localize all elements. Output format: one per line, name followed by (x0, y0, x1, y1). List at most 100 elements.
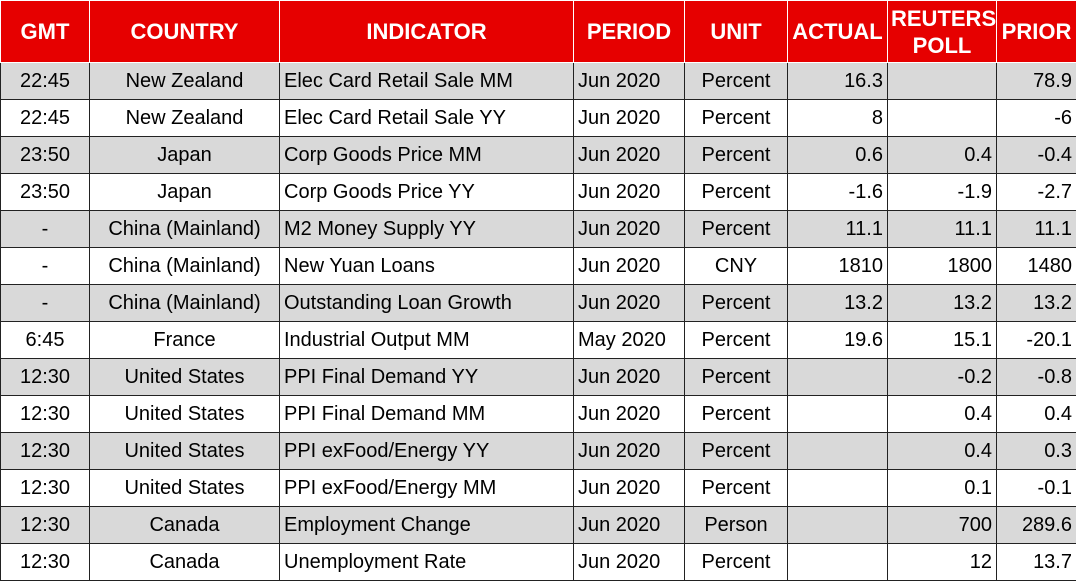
indicator-cell: Employment Change (280, 507, 574, 544)
poll-cell: -1.9 (888, 174, 997, 211)
actual-cell: -1.6 (788, 174, 888, 211)
poll-cell (888, 63, 997, 100)
period-cell: Jun 2020 (574, 433, 685, 470)
prior-cell: 78.9 (997, 63, 1076, 100)
gmt-cell: 6:45 (1, 322, 90, 359)
gmt-cell: - (1, 248, 90, 285)
unit-cell: Percent (685, 137, 788, 174)
indicator-cell: Industrial Output MM (280, 322, 574, 359)
indicator-cell: PPI Final Demand YY (280, 359, 574, 396)
indicator-cell: M2 Money Supply YY (280, 211, 574, 248)
indicator-cell: Outstanding Loan Growth (280, 285, 574, 322)
poll-cell (888, 100, 997, 137)
gmt-cell: 23:50 (1, 174, 90, 211)
country-cell: China (Mainland) (90, 285, 280, 322)
country-cell: China (Mainland) (90, 248, 280, 285)
country-cell: New Zealand (90, 63, 280, 100)
prior-cell: -2.7 (997, 174, 1076, 211)
actual-cell (788, 544, 888, 581)
country-cell: United States (90, 433, 280, 470)
unit-cell: Percent (685, 396, 788, 433)
gmt-cell: 12:30 (1, 470, 90, 507)
unit-cell: Percent (685, 470, 788, 507)
gmt-cell: 12:30 (1, 359, 90, 396)
prior-cell: 13.2 (997, 285, 1076, 322)
unit-cell: Percent (685, 174, 788, 211)
actual-cell: 0.6 (788, 137, 888, 174)
indicator-cell: Elec Card Retail Sale YY (280, 100, 574, 137)
prior-cell: -0.8 (997, 359, 1076, 396)
actual-cell: 16.3 (788, 63, 888, 100)
period-cell: Jun 2020 (574, 100, 685, 137)
period-cell: Jun 2020 (574, 359, 685, 396)
poll-cell: 12 (888, 544, 997, 581)
period-cell: Jun 2020 (574, 285, 685, 322)
period-cell: Jun 2020 (574, 544, 685, 581)
country-cell: France (90, 322, 280, 359)
actual-cell (788, 359, 888, 396)
country-cell: China (Mainland) (90, 211, 280, 248)
indicator-cell: PPI exFood/Energy MM (280, 470, 574, 507)
actual-cell: 8 (788, 100, 888, 137)
period-cell: Jun 2020 (574, 470, 685, 507)
data-row: -China (Mainland)Outstanding Loan Growth… (1, 285, 1076, 322)
gmt-cell: 12:30 (1, 507, 90, 544)
period-cell: Jun 2020 (574, 137, 685, 174)
gmt-cell: - (1, 285, 90, 322)
actual-cell: 19.6 (788, 322, 888, 359)
column-header: ACTUAL (788, 1, 888, 63)
column-header: PERIOD (574, 1, 685, 63)
unit-cell: Person (685, 507, 788, 544)
column-header: UNIT (685, 1, 788, 63)
period-cell: Jun 2020 (574, 174, 685, 211)
poll-cell: 1800 (888, 248, 997, 285)
poll-cell: 0.1 (888, 470, 997, 507)
actual-cell (788, 433, 888, 470)
indicator-cell: PPI exFood/Energy YY (280, 433, 574, 470)
unit-cell: Percent (685, 100, 788, 137)
unit-cell: Percent (685, 63, 788, 100)
prior-cell: 13.7 (997, 544, 1076, 581)
gmt-cell: 22:45 (1, 100, 90, 137)
poll-cell: 0.4 (888, 433, 997, 470)
period-cell: Jun 2020 (574, 396, 685, 433)
prior-cell: 11.1 (997, 211, 1076, 248)
gmt-cell: 12:30 (1, 433, 90, 470)
period-cell: Jun 2020 (574, 211, 685, 248)
actual-cell (788, 507, 888, 544)
gmt-cell: 23:50 (1, 137, 90, 174)
poll-cell: -0.2 (888, 359, 997, 396)
poll-cell: 0.4 (888, 137, 997, 174)
actual-cell (788, 396, 888, 433)
period-cell: Jun 2020 (574, 507, 685, 544)
indicator-cell: Corp Goods Price MM (280, 137, 574, 174)
unit-cell: Percent (685, 285, 788, 322)
unit-cell: Percent (685, 359, 788, 396)
country-cell: United States (90, 359, 280, 396)
actual-cell: 11.1 (788, 211, 888, 248)
indicator-cell: Unemployment Rate (280, 544, 574, 581)
column-header: INDICATOR (280, 1, 574, 63)
unit-cell: Percent (685, 544, 788, 581)
poll-cell: 13.2 (888, 285, 997, 322)
gmt-cell: 12:30 (1, 396, 90, 433)
gmt-cell: 12:30 (1, 544, 90, 581)
poll-cell: 15.1 (888, 322, 997, 359)
column-header: COUNTRY (90, 1, 280, 63)
column-header: REUTERS POLL (888, 1, 997, 63)
indicator-cell: Elec Card Retail Sale MM (280, 63, 574, 100)
prior-cell: 0.3 (997, 433, 1076, 470)
